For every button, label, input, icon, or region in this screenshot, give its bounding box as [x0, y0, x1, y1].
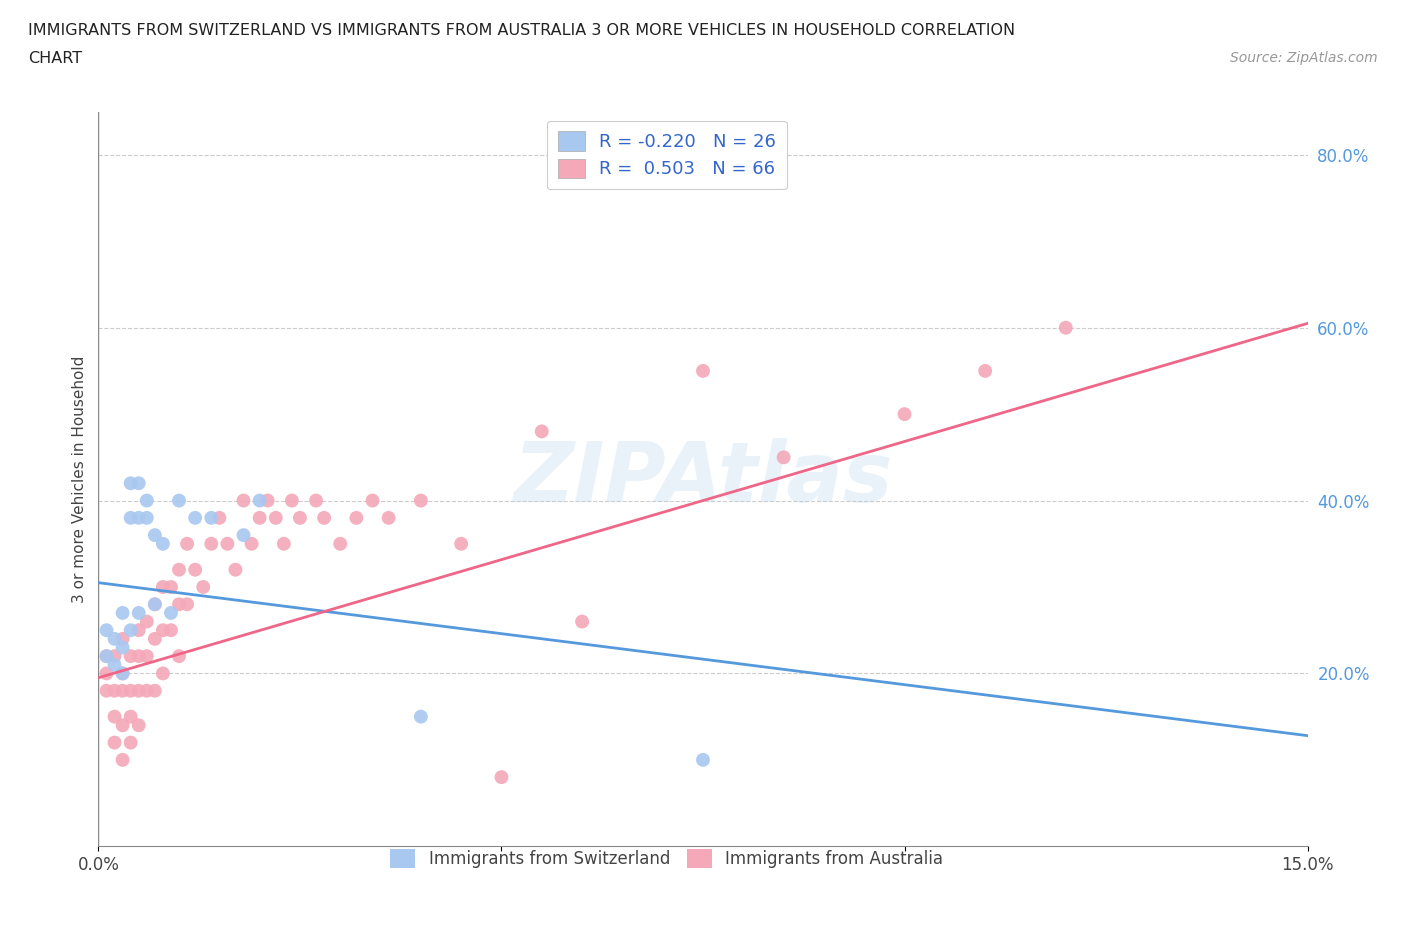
Point	[344, 511, 367, 525]
Point	[96, 649, 118, 664]
Point	[167, 563, 190, 578]
Point	[103, 649, 125, 664]
Point	[232, 527, 254, 542]
Point	[217, 537, 239, 551]
Point	[135, 614, 157, 629]
Point	[103, 631, 125, 646]
Point	[128, 684, 150, 698]
Point	[143, 597, 166, 612]
Text: ZIPAtlas: ZIPAtlas	[513, 438, 893, 520]
Point	[692, 752, 714, 767]
Point	[160, 605, 183, 620]
Point	[224, 563, 246, 578]
Point	[176, 597, 198, 612]
Point	[571, 614, 593, 629]
Point	[160, 579, 183, 594]
Point	[491, 770, 513, 785]
Point	[184, 511, 207, 525]
Point	[120, 684, 142, 698]
Point	[96, 623, 118, 638]
Point	[96, 684, 118, 698]
Point	[103, 735, 125, 750]
Point	[193, 579, 215, 594]
Point	[240, 537, 263, 551]
Point	[128, 718, 150, 733]
Point	[143, 684, 166, 698]
Point	[176, 537, 198, 551]
Point	[96, 649, 118, 664]
Point	[772, 450, 794, 465]
Point	[128, 511, 150, 525]
Point	[152, 537, 174, 551]
Legend: Immigrants from Switzerland, Immigrants from Australia: Immigrants from Switzerland, Immigrants …	[384, 843, 949, 875]
Point	[329, 537, 352, 551]
Point	[135, 493, 157, 508]
Point	[111, 666, 134, 681]
Point	[152, 666, 174, 681]
Point	[160, 623, 183, 638]
Point	[893, 406, 915, 421]
Point	[249, 493, 271, 508]
Point	[111, 718, 134, 733]
Point	[409, 493, 432, 508]
Point	[409, 710, 432, 724]
Point	[120, 511, 142, 525]
Point	[249, 511, 271, 525]
Y-axis label: 3 or more Vehicles in Household: 3 or more Vehicles in Household	[72, 355, 87, 603]
Point	[450, 537, 472, 551]
Point	[120, 623, 142, 638]
Point	[143, 631, 166, 646]
Point	[103, 684, 125, 698]
Point	[281, 493, 304, 508]
Point	[128, 623, 150, 638]
Point	[135, 684, 157, 698]
Point	[111, 752, 134, 767]
Point	[208, 511, 231, 525]
Text: CHART: CHART	[28, 51, 82, 66]
Point	[200, 537, 222, 551]
Point	[305, 493, 328, 508]
Point	[111, 631, 134, 646]
Point	[273, 537, 295, 551]
Point	[111, 684, 134, 698]
Point	[103, 710, 125, 724]
Point	[135, 649, 157, 664]
Point	[530, 424, 553, 439]
Text: IMMIGRANTS FROM SWITZERLAND VS IMMIGRANTS FROM AUSTRALIA 3 OR MORE VEHICLES IN H: IMMIGRANTS FROM SWITZERLAND VS IMMIGRANT…	[28, 23, 1015, 38]
Point	[692, 364, 714, 379]
Point	[143, 597, 166, 612]
Point	[232, 493, 254, 508]
Point	[111, 605, 134, 620]
Point	[135, 511, 157, 525]
Text: Source: ZipAtlas.com: Source: ZipAtlas.com	[1230, 51, 1378, 65]
Point	[128, 649, 150, 664]
Point	[120, 476, 142, 491]
Point	[288, 511, 311, 525]
Point	[314, 511, 336, 525]
Point	[167, 649, 190, 664]
Point	[167, 597, 190, 612]
Point	[120, 710, 142, 724]
Point	[111, 666, 134, 681]
Point	[120, 649, 142, 664]
Point	[361, 493, 384, 508]
Point	[128, 476, 150, 491]
Point	[256, 493, 278, 508]
Point	[264, 511, 287, 525]
Point	[1054, 320, 1077, 335]
Point	[974, 364, 997, 379]
Point	[96, 666, 118, 681]
Point	[184, 563, 207, 578]
Point	[152, 623, 174, 638]
Point	[120, 735, 142, 750]
Point	[128, 605, 150, 620]
Point	[103, 658, 125, 672]
Point	[111, 640, 134, 655]
Point	[167, 493, 190, 508]
Point	[377, 511, 399, 525]
Point	[152, 579, 174, 594]
Point	[200, 511, 222, 525]
Point	[143, 527, 166, 542]
